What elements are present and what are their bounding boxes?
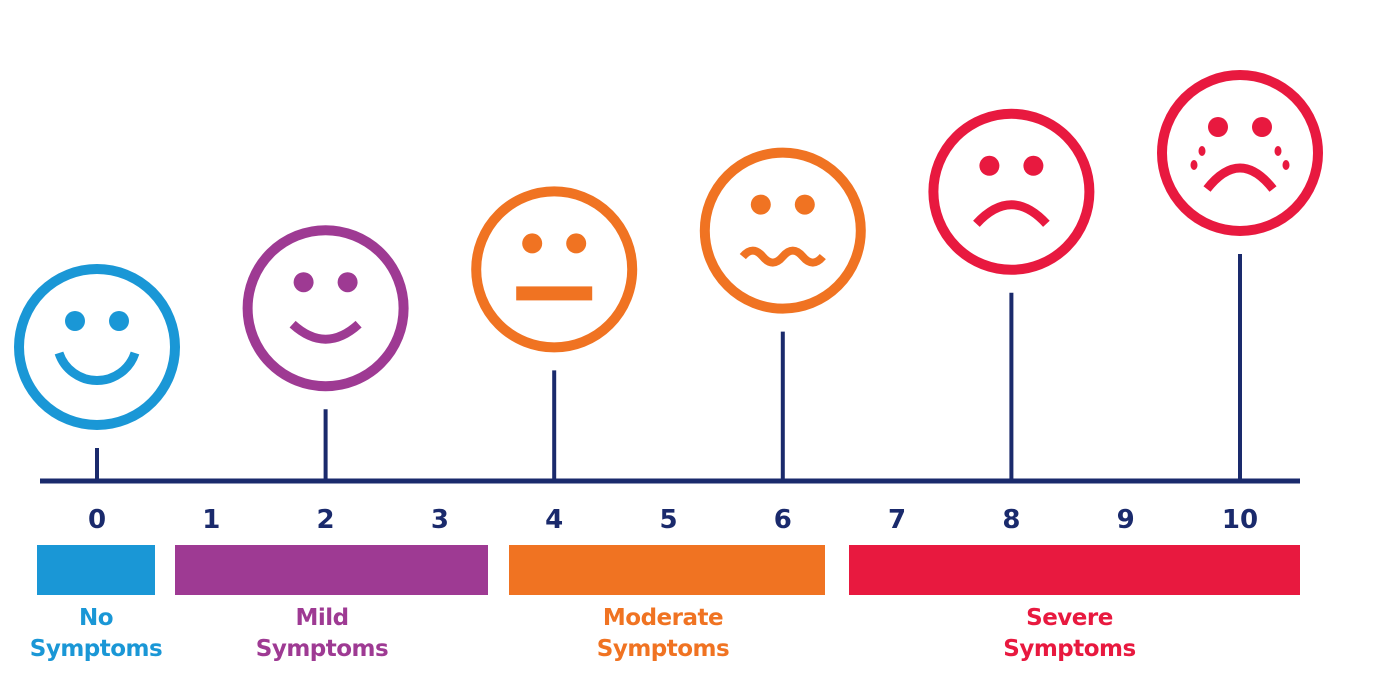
face-crying-icon [1157, 70, 1323, 481]
category-label-line2: Symptoms [30, 636, 162, 662]
face-frown-icon [928, 108, 1095, 481]
category-label-line1: Mild [295, 605, 348, 631]
scale-number: 6 [774, 505, 792, 535]
scale-number: 10 [1222, 505, 1258, 535]
scale-number: 9 [1117, 505, 1135, 535]
category-label-line1: No [79, 605, 113, 631]
scale-number: 3 [431, 505, 449, 535]
scale-number: 5 [659, 505, 677, 535]
category-bar [509, 545, 825, 595]
face-smile-icon [242, 225, 409, 481]
category-label-line2: Symptoms [256, 636, 388, 662]
scale-number: 2 [317, 505, 335, 535]
face-neutral-icon [471, 186, 638, 481]
category-bar [175, 545, 488, 595]
category-label-line1: Severe [1026, 605, 1113, 631]
scale-number: 8 [1002, 505, 1020, 535]
scale-number: 4 [545, 505, 563, 535]
scale-number: 0 [88, 505, 106, 535]
category-label-line2: Symptoms [1003, 636, 1135, 662]
face-wavy-uneasy-icon [699, 147, 866, 481]
category-bar [37, 545, 155, 595]
category-bar [849, 545, 1300, 595]
face-big-smile-icon [14, 264, 180, 481]
scale-number: 7 [888, 505, 906, 535]
category-label-line1: Moderate [603, 605, 723, 631]
scale-number: 1 [202, 505, 220, 535]
category-label-line2: Symptoms [597, 636, 729, 662]
